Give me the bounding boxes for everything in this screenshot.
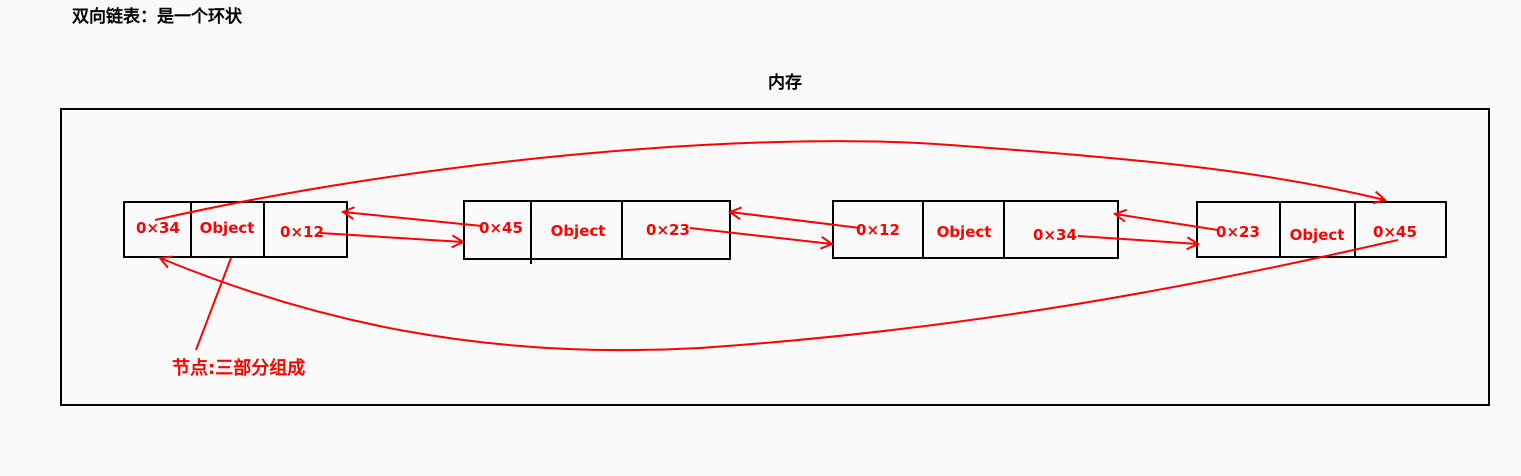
node-2-box bbox=[463, 200, 731, 260]
node-note: 节点:三部分组成 bbox=[172, 357, 305, 379]
node-1-next: 0×12 bbox=[280, 223, 324, 241]
arrow-prev-3-to-2 bbox=[730, 212, 861, 229]
node-4-data: Object bbox=[1290, 226, 1345, 244]
node-4-next: 0×45 bbox=[1373, 223, 1417, 241]
memory-label: 内存 bbox=[768, 72, 802, 93]
node-3: 0×12 Object 0×34 bbox=[832, 200, 1119, 259]
page-title: 双向链表：是一个环状 bbox=[72, 6, 243, 27]
arrow-next-3-to-4 bbox=[1077, 235, 1198, 244]
node-2-data: Object bbox=[551, 222, 606, 240]
node-3-data: Object bbox=[937, 223, 992, 241]
node-1-prev: 0×34 bbox=[136, 219, 180, 237]
node-1-data: Object bbox=[200, 219, 255, 237]
note-pointer-line bbox=[195, 257, 232, 351]
node-3-next: 0×34 bbox=[1033, 226, 1077, 244]
node-2: 0×45 Object 0×23 bbox=[463, 200, 731, 264]
arrow-prev-2-to-1 bbox=[343, 212, 483, 227]
node-4-prev: 0×23 bbox=[1216, 223, 1260, 241]
arrow-next-2-to-3 bbox=[689, 227, 832, 244]
arrow-next-1-to-2 bbox=[319, 232, 463, 242]
node-1: 0×34 Object 0×12 bbox=[123, 201, 348, 258]
node-4: 0×23 Object 0×45 bbox=[1196, 201, 1447, 258]
node-3-prev: 0×12 bbox=[856, 221, 900, 239]
arrow-prev-4-to-3 bbox=[1115, 214, 1219, 231]
arrow-circular-first-to-last bbox=[154, 140, 1385, 221]
memory-frame bbox=[60, 108, 1490, 406]
node-3-box bbox=[832, 200, 1119, 259]
arrow-circular-last-to-first bbox=[160, 239, 1399, 352]
node-2-prev: 0×45 bbox=[479, 219, 523, 237]
node-2-next: 0×23 bbox=[646, 221, 690, 239]
